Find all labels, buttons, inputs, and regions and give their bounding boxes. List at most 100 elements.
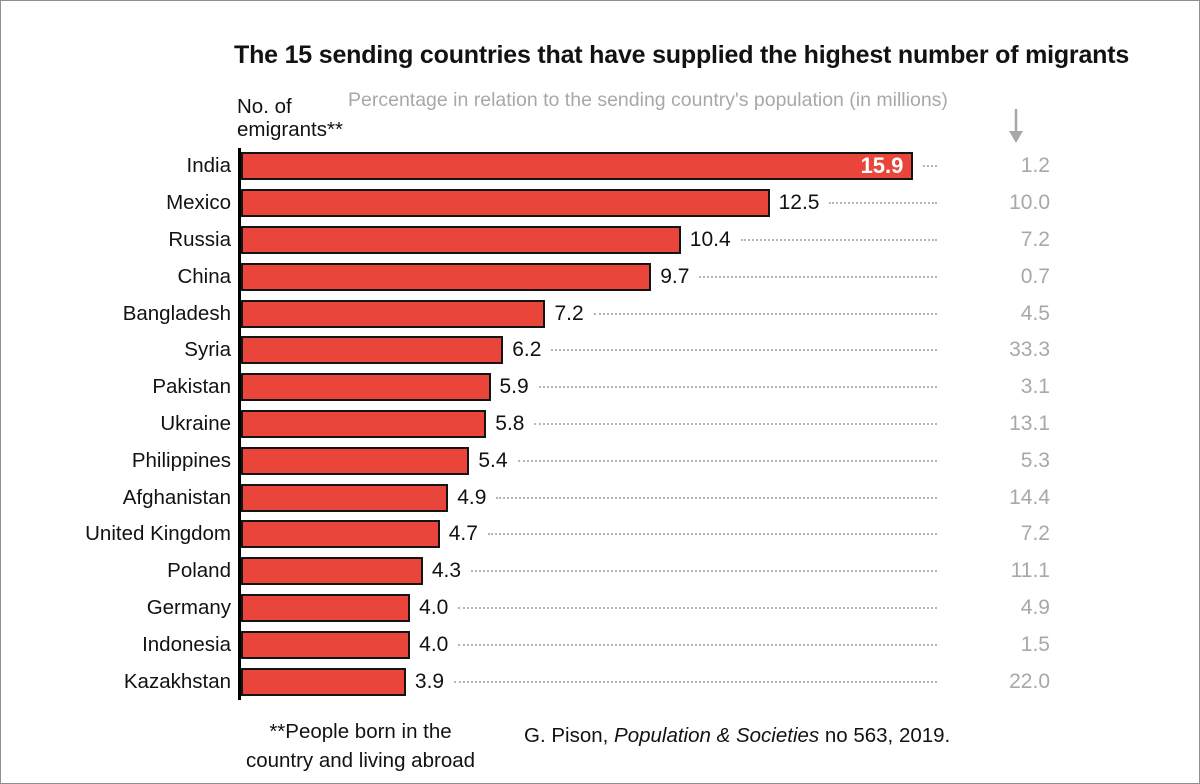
bar bbox=[241, 225, 681, 254]
dotted-leader bbox=[538, 386, 937, 389]
bar-value-label: 15.9 bbox=[860, 153, 904, 179]
chart-row: Bangladesh 7.2 4.5 bbox=[36, 295, 1050, 332]
country-label: India bbox=[186, 154, 231, 178]
percentage-value: 13.1 bbox=[1009, 411, 1050, 435]
chart-row: India 15.9 1.2 bbox=[36, 148, 1050, 185]
bar-zone: 5.8 bbox=[238, 405, 943, 443]
percentage-value: 3.1 bbox=[1020, 375, 1050, 399]
chart-row: Afghanistan 4.9 14.4 bbox=[36, 479, 1050, 516]
bar-value-label: 9.7 bbox=[660, 264, 690, 288]
dotted-leader bbox=[496, 496, 937, 499]
bar-zone: 4.0 bbox=[238, 626, 943, 664]
footnote: **People born in the country and living … bbox=[193, 717, 528, 775]
bar-value-label: 4.0 bbox=[419, 632, 449, 656]
bar-zone: 9.7 bbox=[238, 258, 943, 296]
bar-zone: 5.9 bbox=[238, 368, 943, 406]
dotted-leader bbox=[923, 165, 937, 168]
bar bbox=[241, 336, 504, 365]
chart-row: Russia 10.4 7.2 bbox=[36, 221, 1050, 259]
bar-value-label: 3.9 bbox=[414, 669, 445, 693]
chart-subtitle: Percentage in relation to the sending co… bbox=[348, 89, 948, 111]
bar-value-label: 12.5 bbox=[778, 191, 820, 215]
bar bbox=[241, 667, 406, 696]
bar-value-label: 4.7 bbox=[448, 522, 478, 546]
chart-row: China 9.7 0.7 bbox=[36, 258, 1050, 296]
chart-row: Indonesia 4.0 1.5 bbox=[36, 626, 1050, 664]
left-axis-label: No. of emigrants** bbox=[237, 95, 343, 141]
chart-row: Syria 6.2 33.3 bbox=[36, 331, 1050, 369]
bar-value-label: 5.9 bbox=[499, 375, 529, 399]
bar-zone: 15.9 bbox=[238, 148, 943, 185]
source-citation: G. Pison, Population & Societies no 563,… bbox=[524, 724, 950, 748]
bar bbox=[241, 409, 487, 438]
chart-row: United Kingdom 4.7 7.2 bbox=[36, 515, 1050, 553]
bar-zone: 6.2 bbox=[238, 331, 943, 369]
bar bbox=[241, 189, 770, 218]
dotted-leader bbox=[454, 680, 937, 683]
bar-zone: 7.2 bbox=[238, 295, 943, 332]
bar-zone: 12.5 bbox=[238, 184, 943, 222]
percentage-value: 10.0 bbox=[1009, 191, 1050, 215]
country-label: Afghanistan bbox=[122, 485, 231, 509]
bar bbox=[241, 483, 449, 512]
footnote-line1: **People born in the bbox=[269, 720, 452, 743]
bar-zone: 4.3 bbox=[238, 552, 943, 590]
dotted-leader bbox=[551, 349, 937, 352]
percentage-value: 4.9 bbox=[1020, 595, 1050, 619]
country-label: Poland bbox=[167, 559, 231, 583]
percentage-value: 7.2 bbox=[1020, 227, 1050, 251]
bar-zone: 3.9 bbox=[238, 663, 943, 700]
bar bbox=[241, 630, 411, 659]
country-label: Germany bbox=[146, 595, 231, 619]
bar-value-label: 4.0 bbox=[419, 595, 449, 619]
bar-value-label: 4.3 bbox=[431, 559, 462, 583]
country-label: Mexico bbox=[166, 191, 231, 215]
dotted-leader bbox=[593, 312, 937, 315]
bar bbox=[241, 446, 470, 475]
left-axis-label-line1: No. of bbox=[237, 95, 292, 118]
country-label: Indonesia bbox=[142, 632, 231, 656]
bar-value-label: 5.4 bbox=[478, 448, 508, 472]
bar-zone: 4.9 bbox=[238, 479, 943, 516]
percentage-value: 1.2 bbox=[1020, 154, 1050, 178]
percentage-value: 11.1 bbox=[1010, 559, 1050, 583]
country-label: Bangladesh bbox=[122, 301, 231, 325]
chart-row: Mexico 12.5 10.0 bbox=[36, 184, 1050, 222]
bar-value-label: 4.9 bbox=[457, 485, 487, 509]
footnote-line2: country and living abroad bbox=[245, 749, 476, 772]
country-label: United Kingdom bbox=[85, 522, 231, 546]
bar bbox=[241, 557, 423, 586]
percentage-value: 22.0 bbox=[1009, 669, 1050, 693]
bar bbox=[241, 262, 652, 291]
percentage-value: 7.2 bbox=[1020, 522, 1050, 546]
country-label: China bbox=[177, 264, 231, 288]
country-label: Pakistan bbox=[152, 375, 231, 399]
bar-zone: 5.4 bbox=[238, 442, 943, 480]
dotted-leader bbox=[471, 570, 937, 573]
bar: 15.9 bbox=[241, 152, 914, 181]
chart-row: Germany 4.0 4.9 bbox=[36, 589, 1050, 627]
percentage-value: 33.3 bbox=[1009, 338, 1050, 362]
left-axis-label-line2: emigrants** bbox=[237, 118, 343, 141]
dotted-leader bbox=[517, 459, 937, 462]
bar-value-label: 10.4 bbox=[689, 227, 731, 251]
source-journal: Population & Societies bbox=[614, 724, 820, 747]
source-issue: no 563, 2019. bbox=[819, 724, 951, 747]
down-arrow-icon bbox=[1009, 109, 1023, 143]
chart-row: Ukraine 5.8 13.1 bbox=[36, 405, 1050, 443]
percentage-value: 5.3 bbox=[1020, 448, 1050, 472]
bar bbox=[241, 299, 546, 328]
bar bbox=[241, 373, 491, 402]
percentage-value: 4.5 bbox=[1020, 301, 1050, 325]
chart-row: Kazakhstan 3.9 22.0 bbox=[36, 663, 1050, 700]
chart-title: The 15 sending countries that have suppl… bbox=[234, 41, 1130, 69]
bar-value-label: 5.8 bbox=[495, 411, 525, 435]
bar-zone: 4.7 bbox=[238, 515, 943, 553]
dotted-leader bbox=[740, 238, 937, 241]
chart-row: Poland 4.3 11.1 bbox=[36, 552, 1050, 590]
dotted-leader bbox=[534, 422, 937, 425]
dotted-leader bbox=[458, 643, 937, 646]
bar-zone: 10.4 bbox=[238, 221, 943, 259]
chart-row: Philippines 5.4 5.3 bbox=[36, 442, 1050, 480]
percentage-value: 1.5 bbox=[1020, 632, 1050, 656]
